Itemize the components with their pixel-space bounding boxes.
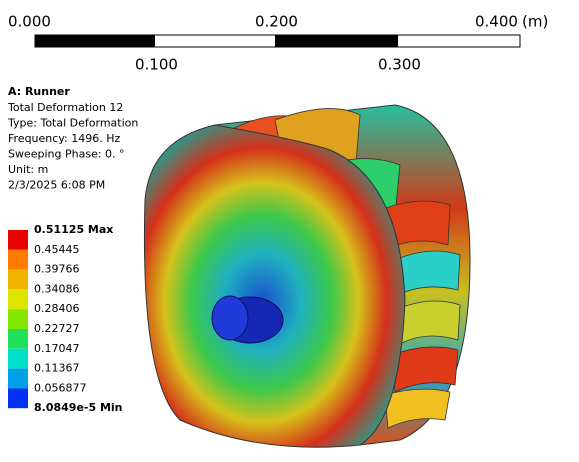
legend-swatch [8, 270, 28, 290]
legend-label: 0.39766 [34, 263, 80, 276]
scale-unit: (m) [522, 13, 548, 31]
legend-label: 0.28406 [34, 302, 80, 315]
scale-segment [275, 35, 398, 47]
legend-label: 0.17047 [34, 342, 80, 355]
model [144, 105, 470, 447]
legend-swatch [8, 230, 28, 250]
legend-label: 0.34086 [34, 282, 80, 295]
scale-label: 0.400 [475, 13, 518, 31]
legend-swatch [8, 388, 28, 408]
scale-label: 0.100 [135, 56, 178, 74]
legend-label: 0.51125 Max [34, 223, 113, 236]
info-line: Unit: m [8, 163, 48, 176]
info-line: Total Deformation 12 [7, 101, 123, 114]
viewport: 0.000 0.100 0.200 0.300 0.400(m) A: Runner Tot… [0, 0, 579, 462]
legend-swatch [8, 349, 28, 369]
legend-label: 0.45445 [34, 243, 80, 256]
legend-swatch [8, 369, 28, 389]
legend-swatch [8, 309, 28, 329]
scale-segment [35, 35, 155, 47]
scale-label: 0.000 [8, 13, 51, 31]
legend-label: 0.11367 [34, 362, 80, 375]
info-line: Type: Total Deformation [7, 117, 138, 130]
legend-swatch [8, 289, 28, 309]
info-line: 2/3/2025 6:08 PM [8, 179, 105, 192]
info-title: A: Runner [8, 85, 70, 98]
legend-label: 0.056877 [34, 381, 87, 394]
legend-swatch [8, 329, 28, 349]
info-line: Frequency: 1496. Hz [8, 132, 120, 145]
legend-swatch [8, 250, 28, 270]
legend-label: 8.0849e-5 Min [34, 401, 123, 414]
scale-label: 0.300 [378, 56, 421, 74]
legend-label: 0.22727 [34, 322, 80, 335]
scale-label: 0.200 [255, 13, 298, 31]
info-line: Sweeping Phase: 0. ° [8, 148, 125, 161]
page: 0.000 0.100 0.200 0.300 0.400(m) A: Runner Tot… [0, 0, 579, 462]
